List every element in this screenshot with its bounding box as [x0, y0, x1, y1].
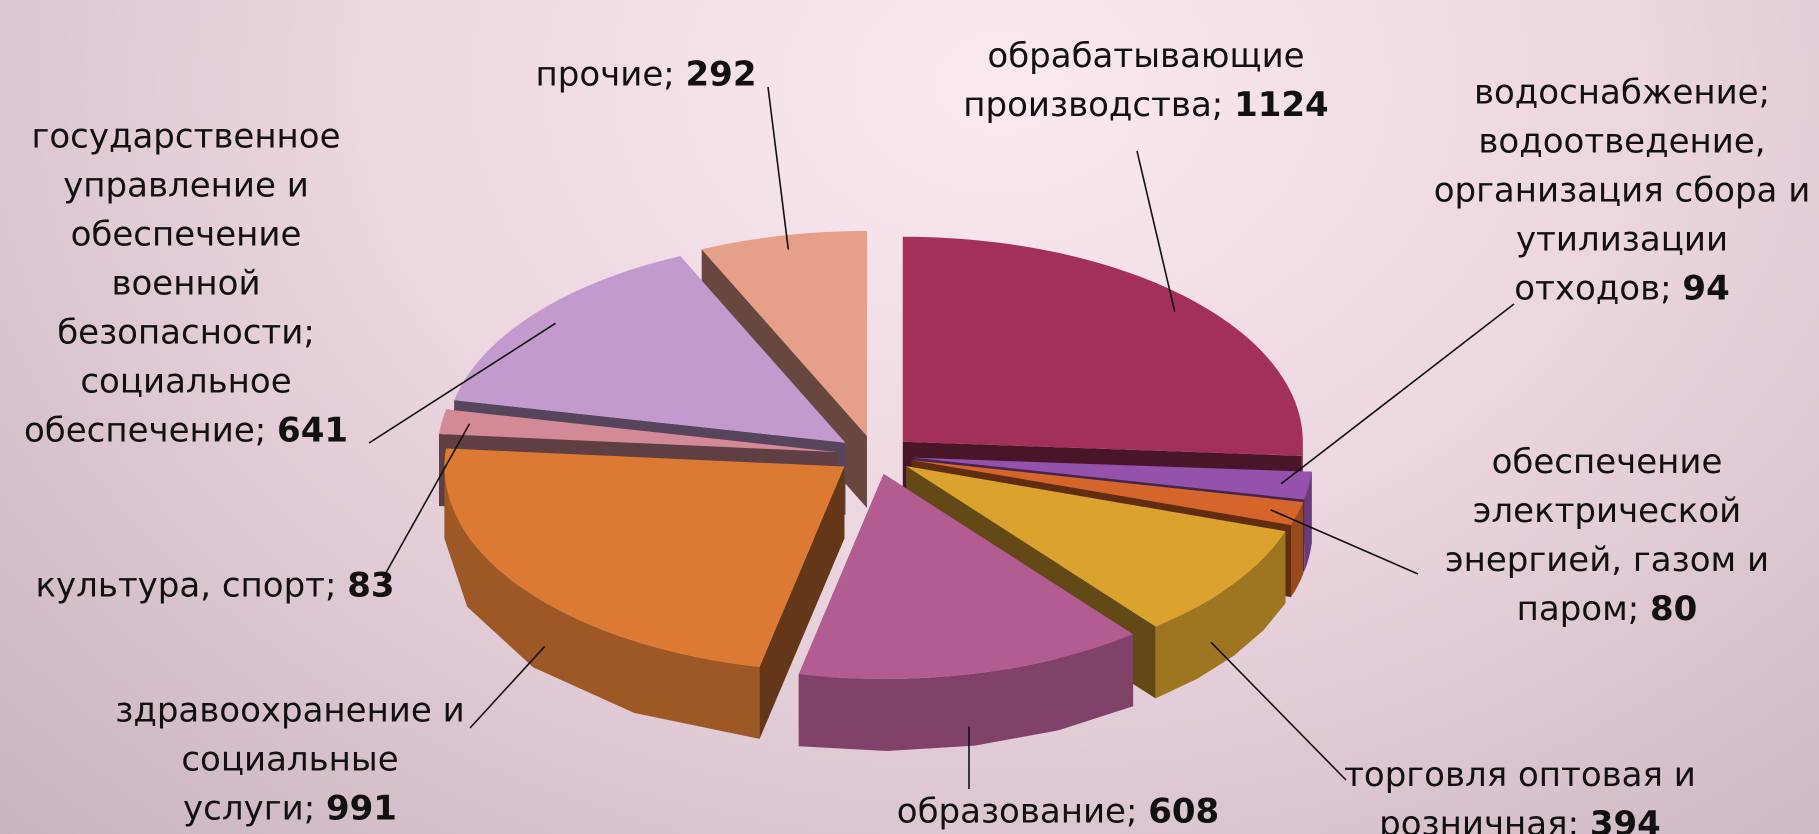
leader-line — [368, 322, 556, 444]
label-separator: ; — [1627, 589, 1651, 629]
data-label: здравоохранение и социальные услуги; 991 — [110, 687, 470, 834]
value-label: 1124 — [1234, 85, 1329, 125]
value-label: 292 — [685, 54, 757, 95]
slice — [439, 409, 838, 453]
slice — [906, 466, 1286, 627]
leader-line — [382, 423, 471, 579]
value-label: 641 — [277, 410, 349, 451]
leader-line — [1210, 641, 1347, 781]
category-name: торговля оптовая и розничная — [1344, 755, 1696, 834]
slice-side — [444, 466, 760, 739]
leader-line — [767, 86, 790, 250]
category-name: прочие — [535, 54, 664, 95]
value-label: 394 — [1589, 804, 1661, 834]
value-label: 991 — [325, 788, 397, 829]
label-separator: ; — [663, 54, 686, 95]
data-label: образование; 608 — [848, 788, 1268, 834]
label-separator: ; — [303, 788, 326, 829]
category-name: здравоохранение и социальные услуги — [115, 690, 465, 829]
slice — [701, 231, 867, 436]
category-name: водоснабжение; водоотведение, организаци… — [1433, 72, 1811, 309]
slice-side — [1291, 502, 1304, 598]
category-name: образование — [896, 791, 1126, 832]
value-label: 94 — [1682, 268, 1730, 309]
slice-side — [1155, 531, 1286, 699]
category-name: культура, спорт — [35, 565, 325, 606]
value-label: 608 — [1148, 791, 1220, 832]
leader-line — [1270, 509, 1419, 575]
data-label: государственное управление и обеспечение… — [11, 113, 361, 456]
value-label: 83 — [347, 565, 395, 606]
leader-line — [1136, 150, 1176, 312]
label-separator: ; — [254, 410, 278, 451]
label-separator: ; — [1125, 791, 1149, 832]
label-separator: ; — [1660, 268, 1683, 309]
leader-line — [1280, 303, 1515, 485]
category-name: обрабатывающие производства — [963, 36, 1305, 125]
data-label: прочие; 292 — [486, 51, 806, 100]
label-separator: ; — [324, 565, 348, 606]
slice — [444, 448, 845, 667]
data-label: культура, спорт; 83 — [35, 562, 395, 611]
category-name: обеспечение электрической энергией, газо… — [1444, 442, 1770, 629]
slice — [902, 236, 1303, 456]
slice — [444, 448, 845, 739]
slice — [911, 460, 1304, 526]
slice — [912, 457, 1312, 500]
slice-side — [798, 634, 1134, 751]
slice — [454, 256, 846, 443]
category-name: государственное управление и обеспечение… — [23, 116, 341, 451]
data-label: водоснабжение; водоотведение, организаци… — [1432, 69, 1812, 314]
data-label: торговля оптовая и розничная; 394 — [1330, 751, 1710, 834]
slice — [798, 473, 1134, 751]
slice — [798, 473, 1134, 679]
leader-line — [469, 645, 546, 729]
label-separator: ; — [1567, 804, 1590, 834]
value-label: 80 — [1650, 589, 1698, 629]
label-separator: ; — [1211, 85, 1235, 125]
data-label: обеспечение электрической энергией, газо… — [1417, 438, 1797, 634]
data-label: обрабатывающие производства; 1124 — [956, 32, 1336, 130]
slice-side — [1304, 471, 1312, 572]
